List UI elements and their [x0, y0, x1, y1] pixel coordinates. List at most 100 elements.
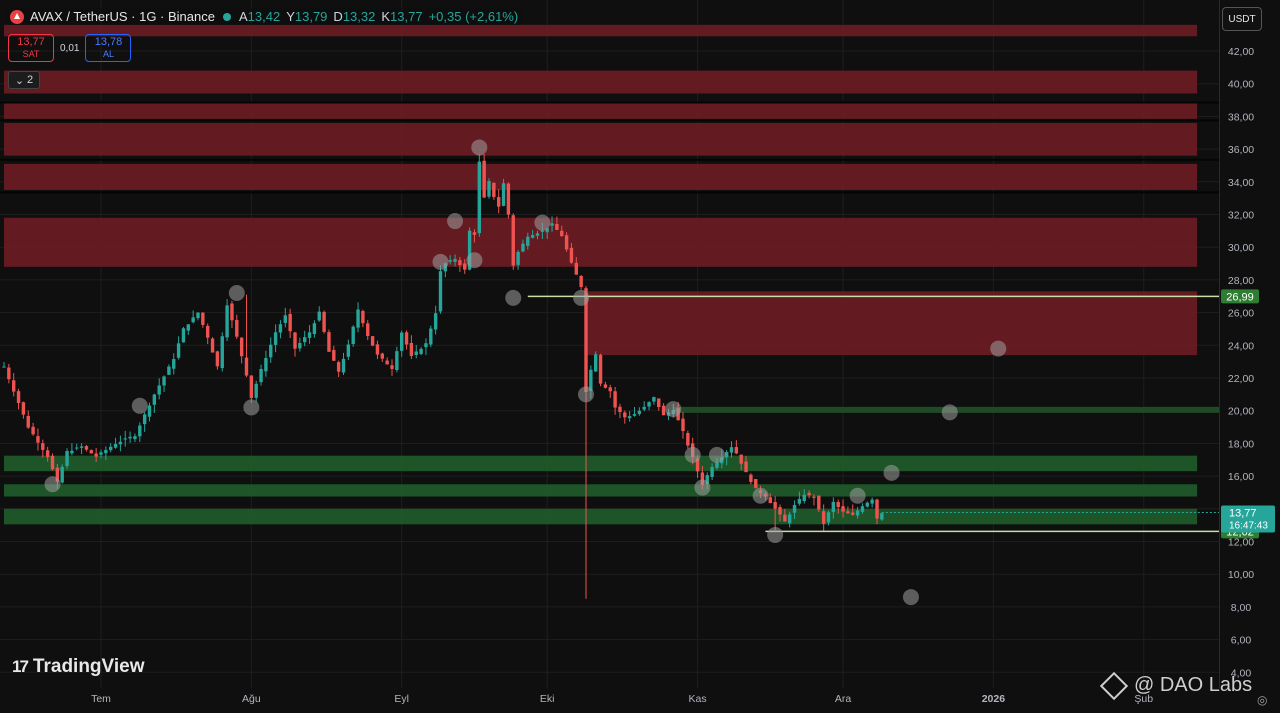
- candle-body: [516, 251, 520, 265]
- candle-body: [734, 447, 739, 454]
- candle-body: [94, 453, 98, 457]
- countdown-label: 16:47:43: [1229, 521, 1268, 532]
- candle-body: [627, 416, 632, 419]
- candle-body: [579, 275, 583, 287]
- level-price-tag: [1221, 289, 1259, 304]
- candle-body: [26, 415, 30, 428]
- currency-button[interactable]: USDT: [1222, 7, 1262, 31]
- candle-body: [788, 514, 792, 524]
- supply-zone: [4, 70, 1198, 94]
- candle-body: [191, 317, 195, 323]
- candle-body: [797, 498, 802, 504]
- y-tick-label: 16,00: [1228, 471, 1254, 483]
- marker-circle: [131, 397, 148, 414]
- indicators-toggle-button[interactable]: ⌄ 2: [8, 71, 40, 89]
- candle-body: [501, 183, 506, 206]
- candle-body: [613, 391, 617, 408]
- candle-body: [870, 499, 874, 504]
- buy-button[interactable]: 13,78 AL: [85, 34, 132, 62]
- candle-body: [855, 510, 860, 516]
- candle-body: [12, 380, 16, 392]
- marker-circle: [432, 253, 449, 270]
- candle-body: [2, 366, 6, 368]
- candle-body: [768, 497, 772, 504]
- market-open-icon: [222, 12, 231, 21]
- marker-circle: [578, 386, 594, 403]
- candle-body: [75, 447, 79, 449]
- candle-body: [467, 230, 472, 270]
- y-tick-label: 28,00: [1228, 275, 1254, 287]
- candle-body: [526, 236, 530, 246]
- candle-body: [346, 344, 351, 357]
- candle-body: [123, 438, 127, 440]
- candle-body: [128, 436, 132, 439]
- chevron-down-icon: ⌄: [14, 74, 25, 87]
- demand-zone: [4, 455, 1198, 472]
- marker-circle: [44, 476, 61, 493]
- candle-body: [700, 472, 705, 485]
- buy-label: AL: [102, 49, 114, 59]
- candle-body: [172, 359, 176, 369]
- symbol-header: AVAX / TetherUS · 1G · Binance A13,42 Y1…: [6, 8, 523, 25]
- candle-body: [589, 369, 593, 391]
- watermark-text: @ DAO Labs: [1134, 674, 1253, 696]
- candle-body: [317, 311, 321, 321]
- candle-body: [60, 467, 64, 483]
- candle-body: [138, 425, 142, 437]
- demand-zone: [4, 484, 1198, 497]
- candle-body: [749, 474, 753, 482]
- candle-body: [773, 502, 777, 509]
- candle-body: [370, 336, 375, 346]
- sell-label: SAT: [22, 49, 40, 59]
- candle-body: [89, 450, 93, 454]
- candle-body: [254, 383, 258, 398]
- y-tick-label: 22,00: [1228, 373, 1254, 385]
- last-price-label: 13,77: [1229, 508, 1257, 520]
- candle-body: [230, 303, 234, 321]
- y-tick-label: 30,00: [1228, 242, 1254, 254]
- candle-body: [133, 436, 137, 440]
- candle-body: [807, 492, 811, 496]
- candle-body: [545, 228, 549, 233]
- candle-body: [269, 344, 273, 358]
- candle-body: [463, 263, 467, 270]
- candle-body: [414, 351, 418, 355]
- tradingview-logo[interactable]: 17 TradingView: [12, 656, 145, 678]
- marker-circle: [243, 399, 260, 416]
- y-tick-label: 6,00: [1231, 635, 1252, 647]
- x-tick-label: Ağu: [242, 693, 261, 705]
- candles-group: [2, 154, 884, 599]
- sell-price: 13,77: [17, 36, 45, 48]
- settings-icon[interactable]: ◎: [1257, 693, 1268, 707]
- sell-button[interactable]: 13,77 SAT: [8, 34, 54, 62]
- candle-body: [472, 232, 477, 235]
- x-tick-label: Kas: [689, 693, 707, 705]
- candle-body: [84, 446, 89, 450]
- candle-body: [632, 414, 637, 416]
- candle-body: [618, 406, 622, 412]
- indicator-count: 2: [27, 74, 34, 86]
- y-tick-label: 36,00: [1228, 144, 1254, 156]
- candle-body: [201, 312, 205, 325]
- candle-body: [487, 181, 491, 197]
- candle-body: [458, 260, 462, 266]
- y-tick-label: 26,00: [1228, 308, 1254, 320]
- candle-body: [293, 332, 297, 349]
- marker-circle: [990, 340, 1007, 357]
- candle-body: [147, 405, 152, 417]
- candle-body: [21, 402, 26, 415]
- candle-body: [637, 410, 642, 414]
- symbol-title[interactable]: AVAX / TetherUS · 1G · Binance: [30, 9, 215, 24]
- candle-body: [220, 336, 224, 369]
- candle-body: [477, 161, 481, 234]
- y-tick-label: 18,00: [1228, 438, 1254, 450]
- y-tick-label: 34,00: [1228, 177, 1254, 189]
- marker-circle: [849, 487, 866, 504]
- candle-body: [647, 402, 651, 407]
- candle-body: [366, 323, 370, 336]
- candle-body: [113, 443, 118, 448]
- supply-zone: [586, 291, 1198, 356]
- candle-body: [385, 360, 389, 365]
- candle-body: [812, 496, 816, 498]
